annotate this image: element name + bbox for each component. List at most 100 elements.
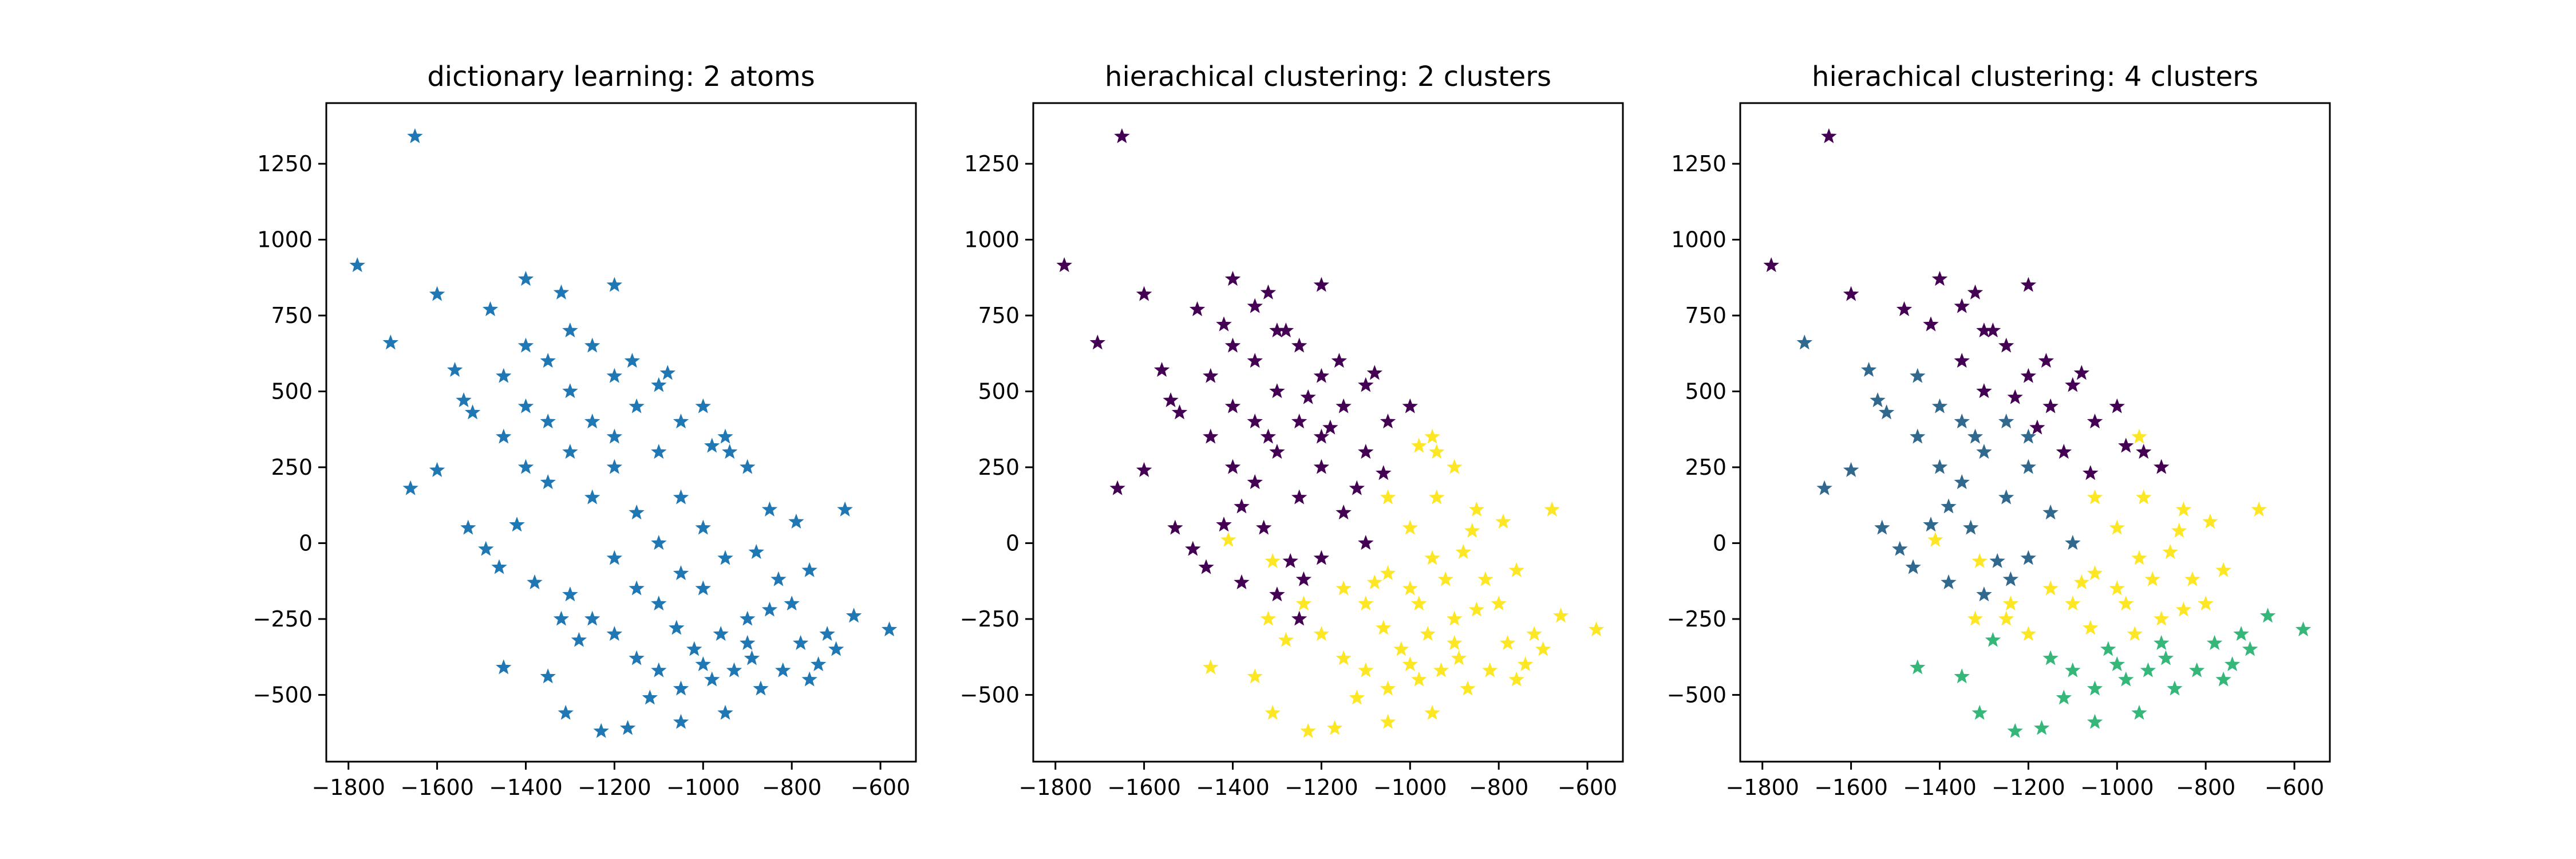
data-point bbox=[669, 620, 685, 635]
data-point bbox=[1163, 392, 1179, 408]
y-tick-label: 500 bbox=[978, 379, 1020, 404]
data-point bbox=[2144, 571, 2160, 586]
data-point bbox=[673, 680, 689, 696]
data-point bbox=[2020, 277, 2037, 292]
y-tick-label: 750 bbox=[1685, 303, 1726, 328]
y-tick-label: −250 bbox=[1667, 606, 1726, 632]
data-point bbox=[1477, 571, 1494, 586]
data-point bbox=[1185, 541, 1201, 556]
data-point bbox=[704, 438, 720, 453]
data-point bbox=[2259, 608, 2276, 623]
x-tick-label: −1200 bbox=[1285, 775, 1358, 800]
data-point bbox=[2020, 368, 2037, 383]
data-point bbox=[1336, 504, 1352, 520]
data-point bbox=[1526, 625, 1542, 641]
y-tick-label: 250 bbox=[271, 455, 313, 480]
data-point bbox=[584, 413, 600, 429]
data-point bbox=[744, 650, 760, 665]
data-point bbox=[629, 398, 645, 413]
data-point bbox=[606, 550, 623, 565]
data-point bbox=[1109, 480, 1125, 495]
data-point bbox=[642, 689, 658, 705]
data-point bbox=[382, 334, 399, 350]
data-point bbox=[1260, 610, 1277, 626]
data-point bbox=[2154, 459, 2170, 474]
data-point bbox=[1224, 270, 1241, 286]
data-point bbox=[496, 659, 512, 675]
data-point bbox=[2109, 519, 2125, 535]
data-point bbox=[1265, 704, 1281, 720]
data-point bbox=[1056, 257, 1072, 273]
data-point bbox=[2175, 501, 2192, 517]
data-point bbox=[1481, 662, 1498, 677]
data-point bbox=[1313, 428, 1330, 444]
data-point bbox=[1269, 383, 1285, 399]
data-point bbox=[740, 610, 756, 626]
y-tick-label: −250 bbox=[960, 606, 1020, 632]
data-point bbox=[619, 720, 636, 735]
data-point bbox=[2109, 398, 2125, 413]
data-point bbox=[491, 559, 507, 574]
data-point bbox=[2042, 650, 2059, 665]
data-point bbox=[1424, 428, 1440, 444]
data-point bbox=[584, 337, 600, 353]
data-point bbox=[740, 635, 756, 650]
data-point bbox=[1896, 301, 1913, 317]
data-point bbox=[2162, 543, 2178, 559]
data-point bbox=[1491, 595, 1507, 611]
data-point bbox=[1300, 723, 1316, 738]
x-tick-label: −1200 bbox=[1992, 775, 2065, 800]
data-point bbox=[2083, 620, 2099, 635]
data-point bbox=[1910, 368, 1926, 383]
data-point bbox=[2033, 720, 2050, 735]
data-point bbox=[2154, 635, 2170, 650]
data-point bbox=[1967, 610, 1984, 626]
data-point bbox=[478, 541, 494, 556]
data-point bbox=[1393, 641, 1409, 656]
data-point bbox=[1763, 257, 1779, 273]
data-point bbox=[1447, 610, 1463, 626]
data-point bbox=[1247, 668, 1263, 684]
y-tick-label: 500 bbox=[1685, 379, 1726, 404]
scatter-panel-2: hierachical clustering: 2 clusters−1800−… bbox=[960, 61, 1624, 800]
data-point bbox=[1976, 586, 1992, 602]
y-tick-label: 0 bbox=[1006, 530, 1020, 555]
data-point bbox=[801, 562, 817, 577]
data-point bbox=[1874, 519, 1890, 535]
data-point bbox=[606, 625, 623, 641]
data-point bbox=[447, 361, 463, 377]
data-point bbox=[2136, 489, 2152, 505]
data-point bbox=[553, 610, 570, 626]
data-point bbox=[1336, 650, 1352, 665]
data-point bbox=[1976, 383, 1992, 399]
data-point bbox=[1234, 574, 1250, 589]
data-point bbox=[2087, 489, 2103, 505]
data-point bbox=[2158, 650, 2174, 665]
data-point bbox=[717, 428, 733, 444]
data-point bbox=[819, 625, 835, 641]
data-point bbox=[722, 443, 738, 459]
data-point bbox=[1313, 625, 1330, 641]
data-point bbox=[1962, 519, 1979, 535]
data-point bbox=[2020, 428, 2037, 444]
data-point bbox=[1870, 392, 1886, 408]
data-point bbox=[509, 517, 525, 532]
data-point bbox=[1976, 443, 1992, 459]
data-points bbox=[349, 128, 898, 738]
y-tick-label: 0 bbox=[299, 530, 313, 555]
data-point bbox=[2118, 595, 2134, 611]
data-point bbox=[1313, 277, 1330, 292]
data-point bbox=[606, 277, 623, 292]
y-tick-label: 250 bbox=[978, 455, 1020, 480]
data-point bbox=[2131, 704, 2147, 720]
data-point bbox=[1931, 398, 1948, 413]
data-point bbox=[2002, 571, 2019, 586]
data-point bbox=[1260, 428, 1277, 444]
data-point bbox=[1796, 334, 1813, 350]
data-point bbox=[624, 353, 641, 368]
panel-title: hierachical clustering: 2 clusters bbox=[1105, 61, 1551, 93]
y-tick-label: 1000 bbox=[257, 227, 313, 252]
data-point bbox=[1331, 353, 1348, 368]
data-point bbox=[695, 580, 711, 596]
data-point bbox=[1998, 610, 2014, 626]
